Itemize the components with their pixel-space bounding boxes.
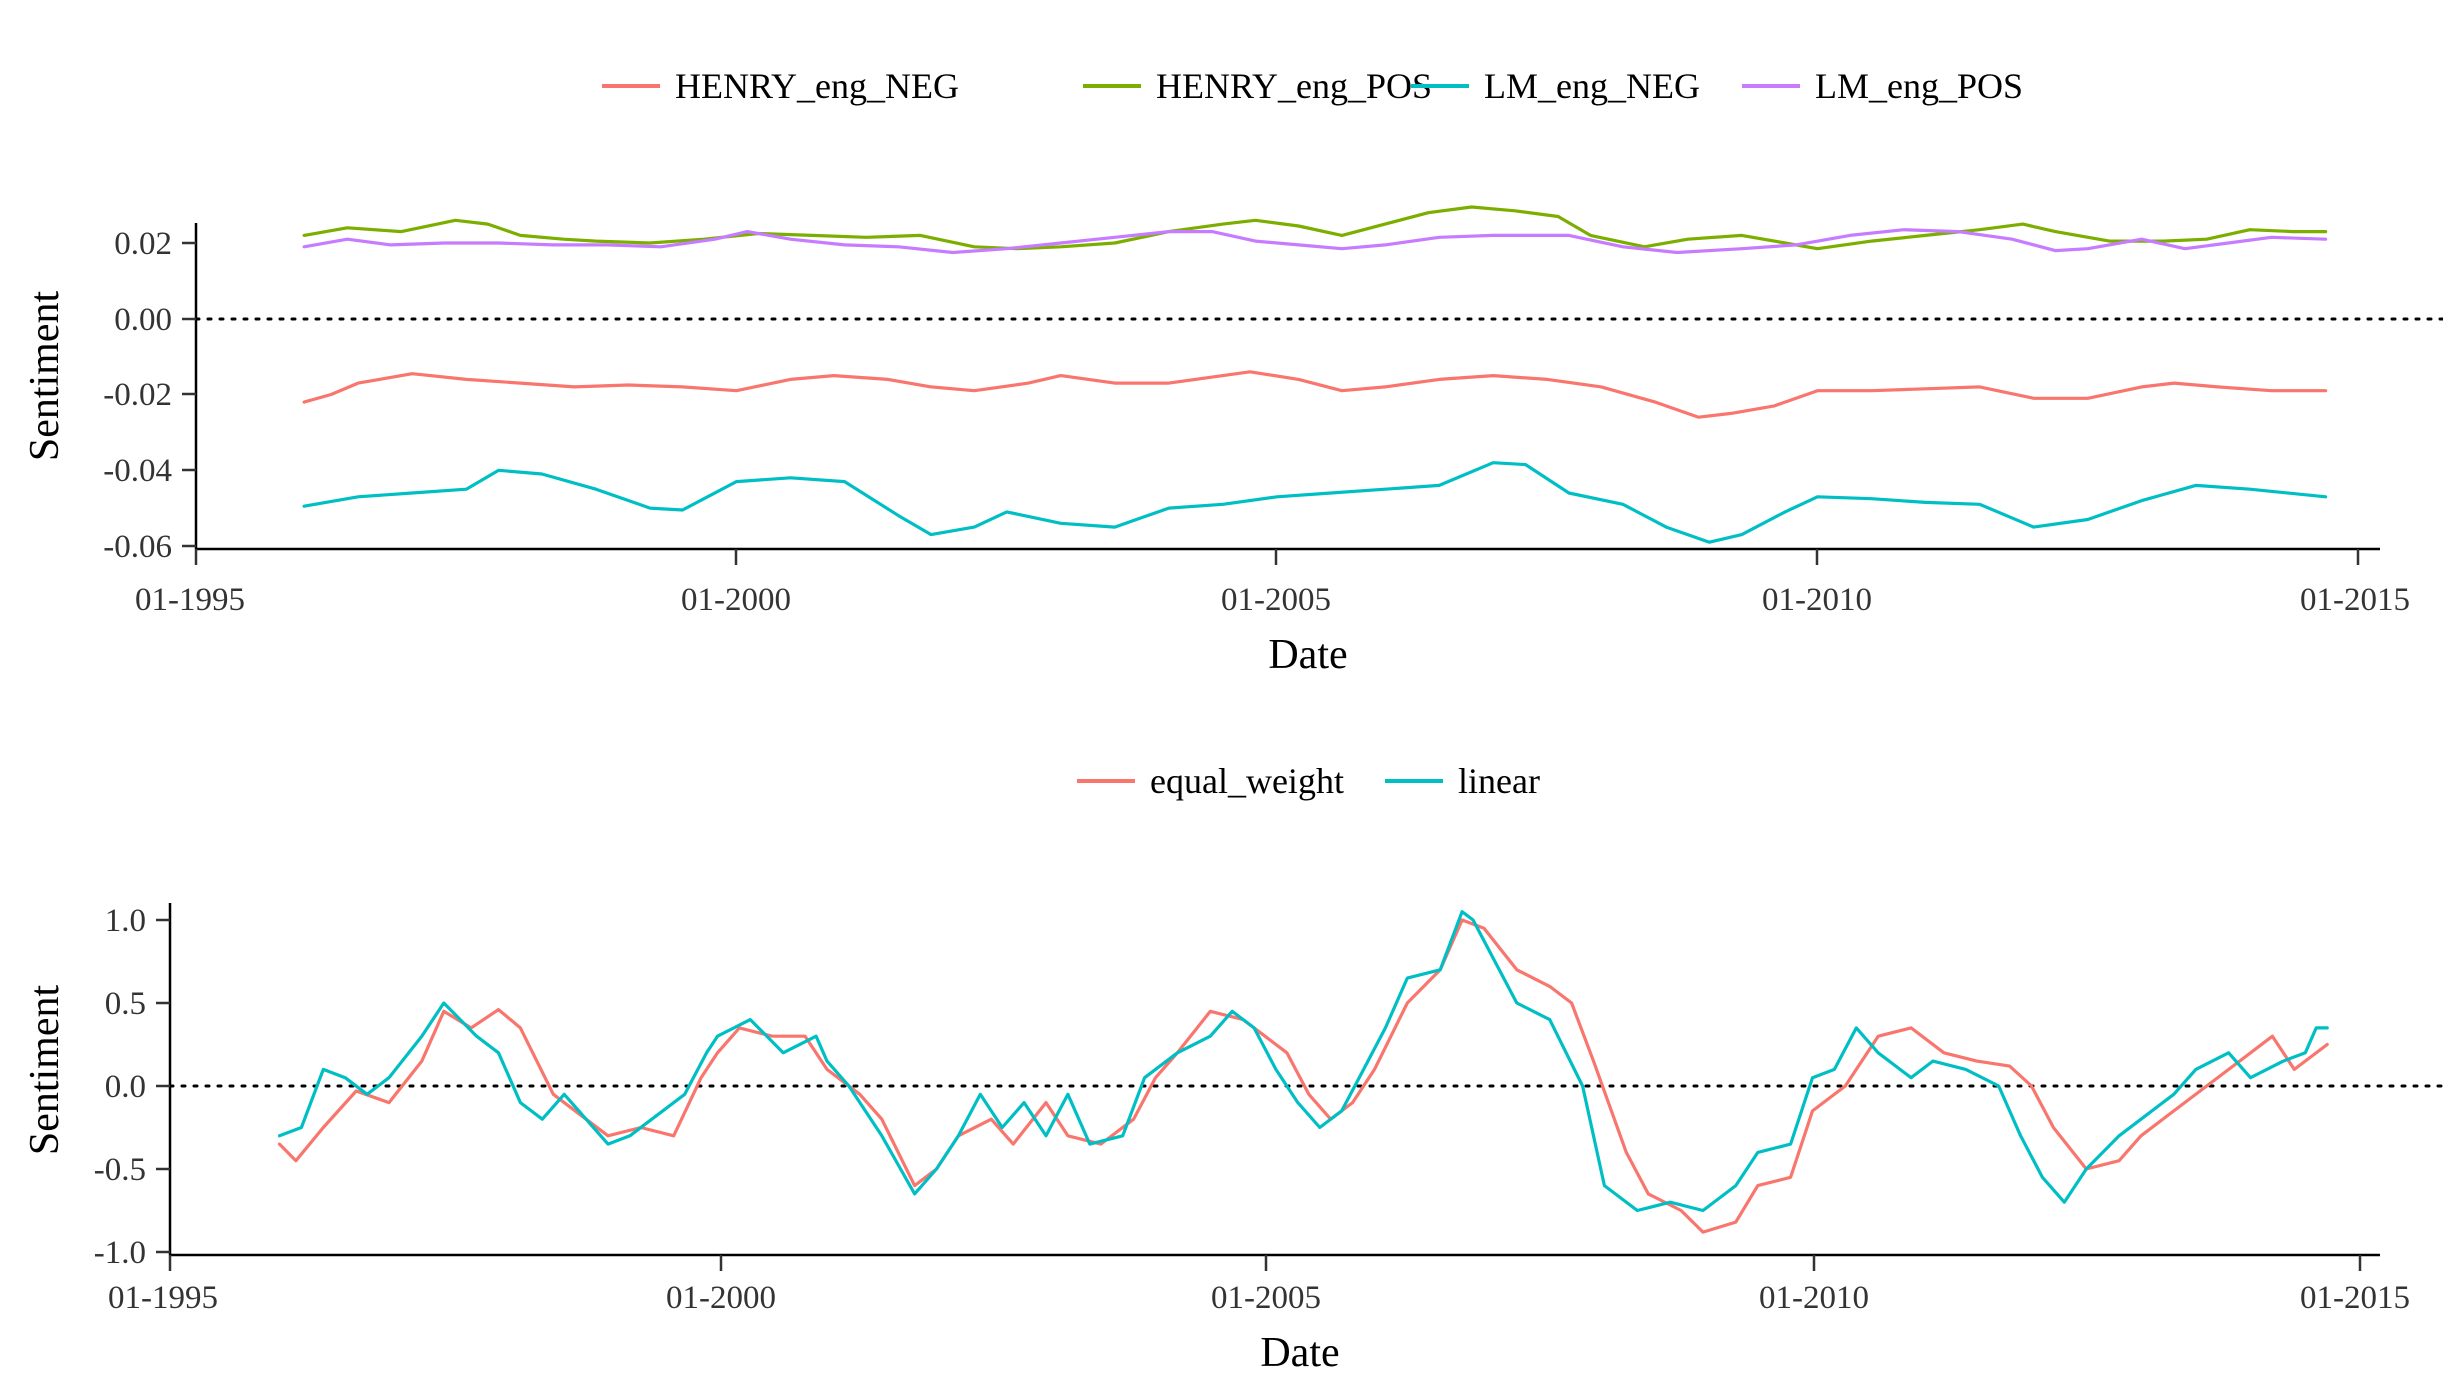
y-tick-label: 0.02 (114, 226, 172, 262)
x-axis-top: 01-1995 01-2000 01-2005 01-2010 01-2015 … (135, 547, 2410, 678)
y-tick-label: 0.00 (114, 302, 172, 338)
plot-area-bottom (277, 910, 2329, 1234)
y-tick-label: 1.0 (105, 903, 146, 939)
series-line-henry-eng-neg (302, 370, 2328, 419)
panel-top: HENRY_eng_NEG HENRY_eng_POS LM_eng_NEG L… (22, 66, 2443, 678)
y-tick-label: -0.5 (94, 1152, 146, 1188)
legend-label-lm-pos: LM_eng_POS (1815, 66, 2023, 106)
series-line-henry-eng-pos (302, 205, 2328, 251)
y-tick-label: -0.02 (103, 377, 172, 413)
x-axis-title-bottom: Date (1260, 1330, 1339, 1376)
y-axis-title-bottom: Sentiment (22, 985, 68, 1156)
panel-bottom: equal_weight linear 1.0 0.5 0.0 -0.5 -1.… (22, 761, 2443, 1376)
y-tick-label: 0.0 (105, 1069, 146, 1105)
x-tick-label: 01-2005 (1221, 582, 1331, 618)
x-tick-label: 01-1995 (135, 582, 245, 618)
x-tick-label: 01-2000 (681, 582, 791, 618)
legend-top: HENRY_eng_NEG HENRY_eng_POS LM_eng_NEG L… (602, 66, 2023, 106)
series-line-linear (277, 910, 2329, 1213)
series-line-lm-eng-pos (302, 228, 2328, 255)
x-axis-title-top: Date (1268, 632, 1347, 678)
x-tick-label: 01-2000 (666, 1280, 776, 1316)
series-line-equal-weight (277, 918, 2329, 1234)
legend-label-henry-pos: HENRY_eng_POS (1156, 66, 1432, 106)
x-tick-label: 01-2010 (1762, 582, 1872, 618)
y-tick-label: 0.5 (105, 986, 146, 1022)
legend-label-lm-neg: LM_eng_NEG (1484, 66, 1700, 106)
x-tick-label: 01-2005 (1211, 1280, 1321, 1316)
y-tick-label: -0.06 (103, 529, 172, 565)
x-axis-bottom: 01-1995 01-2000 01-2005 01-2010 01-2015 … (108, 1253, 2410, 1376)
y-tick-label: -0.04 (103, 453, 172, 489)
x-tick-label: 01-2010 (1759, 1280, 1869, 1316)
y-axis-top: 0.02 0.00 -0.02 -0.04 -0.06 Sentiment (22, 223, 198, 565)
series-line-lm-eng-neg (302, 461, 2328, 544)
x-tick-label: 01-2015 (2300, 582, 2410, 618)
legend-label-linear: linear (1458, 761, 1540, 801)
y-tick-label: -1.0 (94, 1235, 146, 1271)
y-axis-title-top: Sentiment (22, 291, 68, 462)
legend-label-equal-weight: equal_weight (1150, 761, 1344, 801)
x-tick-label: 01-2015 (2300, 1280, 2410, 1316)
legend-label-henry-neg: HENRY_eng_NEG (675, 66, 959, 106)
plot-area-top (302, 205, 2328, 544)
y-axis-bottom: 1.0 0.5 0.0 -0.5 -1.0 Sentiment (22, 903, 172, 1271)
x-tick-label: 01-1995 (108, 1280, 218, 1316)
legend-bottom: equal_weight linear (1077, 761, 1540, 801)
